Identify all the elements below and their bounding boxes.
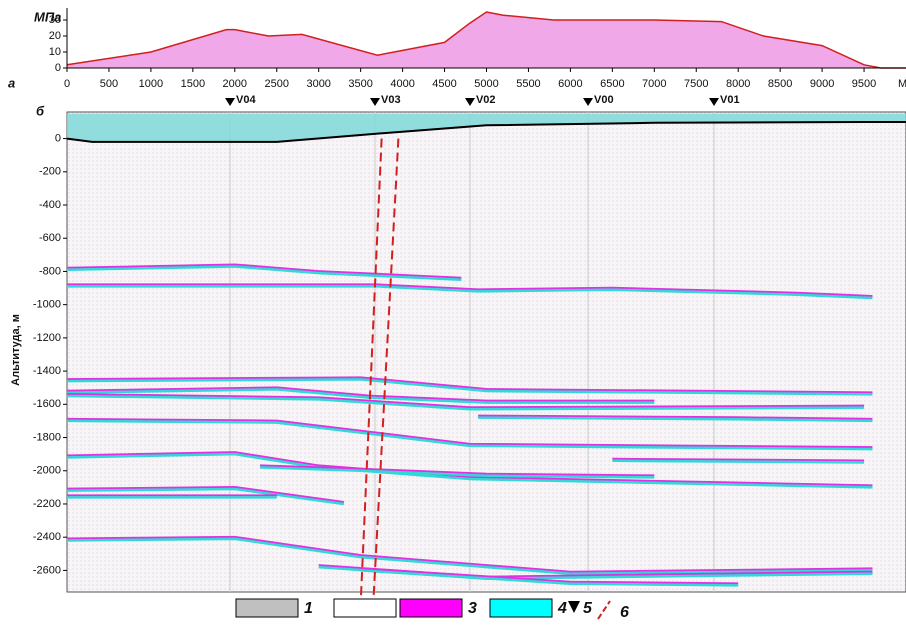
y-tick-label: -2600 xyxy=(33,564,61,576)
legend-swatch xyxy=(568,601,580,613)
layer-edge xyxy=(66,376,873,394)
x-tick-label: 1500 xyxy=(181,78,205,90)
x-tick-label: 8500 xyxy=(768,78,792,90)
well-marker xyxy=(709,98,720,106)
x-tick-label: 6500 xyxy=(600,78,624,90)
legend-label: 6 xyxy=(620,604,629,621)
x-tick-label: 0 xyxy=(64,78,70,90)
legend-swatch xyxy=(597,600,611,620)
pressure-area xyxy=(67,12,906,68)
y-tick-label: 30 xyxy=(49,14,61,26)
y-tick-label: 0 xyxy=(55,132,61,144)
x-tick-label: 2500 xyxy=(265,78,289,90)
well-marker xyxy=(583,98,594,106)
y-tick-label: 20 xyxy=(49,30,61,42)
x-tick-label: 2000 xyxy=(223,78,247,90)
panel-label: б xyxy=(36,103,45,118)
legend-label: 3 xyxy=(468,600,477,617)
y-tick-label: -200 xyxy=(39,166,61,178)
layer-edge xyxy=(66,417,873,449)
well-marker xyxy=(369,98,380,106)
layer xyxy=(66,378,873,396)
y-tick-label: -800 xyxy=(39,265,61,277)
y-tick-label: 0 xyxy=(55,62,61,74)
well-label: V03 xyxy=(381,94,401,106)
layer-edge xyxy=(478,414,873,420)
x-tick-label: 7000 xyxy=(642,78,666,90)
layer-edge xyxy=(66,263,462,279)
pressure-line xyxy=(66,11,906,69)
y-tick-label: -1000 xyxy=(33,299,61,311)
legend-swatch xyxy=(399,598,463,618)
well-label: V00 xyxy=(594,94,614,106)
legend-swatch xyxy=(235,598,299,618)
layer xyxy=(259,466,655,479)
layer xyxy=(67,285,873,300)
x-tick-label: 8000 xyxy=(726,78,750,90)
y-tick-label: -2000 xyxy=(33,465,61,477)
y-tick-label: -400 xyxy=(39,199,61,211)
layer-edge xyxy=(259,464,655,477)
layer-edge xyxy=(66,535,873,573)
y-tick-label: -1400 xyxy=(33,365,61,377)
y-tick-label: 10 xyxy=(49,46,61,58)
legend-label: 5 xyxy=(583,600,593,617)
fault xyxy=(359,138,383,604)
y-tick-label: -1200 xyxy=(33,332,61,344)
x-tick-label: 1000 xyxy=(139,78,163,90)
fault xyxy=(372,138,400,604)
layer xyxy=(66,265,462,281)
well-marker xyxy=(225,98,236,106)
plot-background xyxy=(66,111,906,593)
x-tick-label: 9000 xyxy=(810,78,834,90)
x-tick-label: 5000 xyxy=(474,78,498,90)
layer-edge xyxy=(66,451,873,487)
legend-label: 4 xyxy=(557,600,567,617)
x-tick-label: 6000 xyxy=(558,78,582,90)
y-tick-label: -1600 xyxy=(33,398,61,410)
legend-swatch xyxy=(333,598,397,618)
layer-edge xyxy=(67,283,873,298)
x-tick-label: 5500 xyxy=(516,78,540,90)
well-label: V04 xyxy=(236,94,256,106)
well-label: V01 xyxy=(720,94,740,106)
x-tick-label: 4500 xyxy=(432,78,456,90)
layer xyxy=(66,487,345,506)
well-label: V02 xyxy=(476,94,496,106)
legend-label: 1 xyxy=(304,600,313,617)
x-tick-label: 3500 xyxy=(348,78,372,90)
well-marker xyxy=(464,98,475,106)
x-tick-label: 7500 xyxy=(684,78,708,90)
y-tick-label: -600 xyxy=(39,232,61,244)
y-tick-label: -1800 xyxy=(33,431,61,443)
y-tick-label: -2200 xyxy=(33,498,61,510)
surface xyxy=(66,120,906,143)
x-unit: М xyxy=(898,78,906,90)
layer-edge xyxy=(612,457,865,462)
x-tick-label: 500 xyxy=(100,78,118,90)
legend-swatch xyxy=(489,598,553,618)
layer-edge xyxy=(66,486,345,503)
layer xyxy=(66,419,873,451)
layer xyxy=(478,416,873,423)
layer xyxy=(66,537,873,575)
top-y-label: МПа xyxy=(34,9,61,24)
panel-label: а xyxy=(8,75,15,90)
x-tick-label: 3000 xyxy=(306,78,330,90)
layer-edge xyxy=(66,393,865,409)
band xyxy=(67,113,906,142)
x-tick-label: 9500 xyxy=(852,78,876,90)
y-axis-label: Альтитуда, м xyxy=(10,314,22,386)
layer xyxy=(360,569,739,587)
layer-edge xyxy=(360,567,739,585)
layer xyxy=(612,459,865,464)
x-tick-label: 4000 xyxy=(390,78,414,90)
layer xyxy=(66,394,865,411)
y-tick-label: -2400 xyxy=(33,531,61,543)
